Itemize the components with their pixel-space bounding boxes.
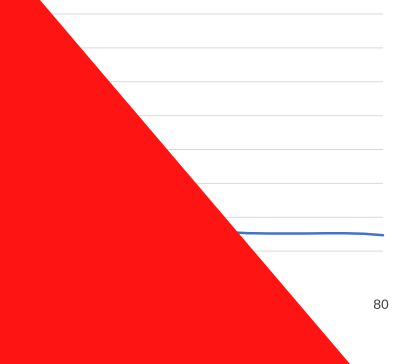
x-axis-ticks: 80 — [373, 296, 389, 312]
x-tick-label-1: 80 — [373, 296, 389, 312]
red-overlay-triangle — [0, 0, 350, 364]
